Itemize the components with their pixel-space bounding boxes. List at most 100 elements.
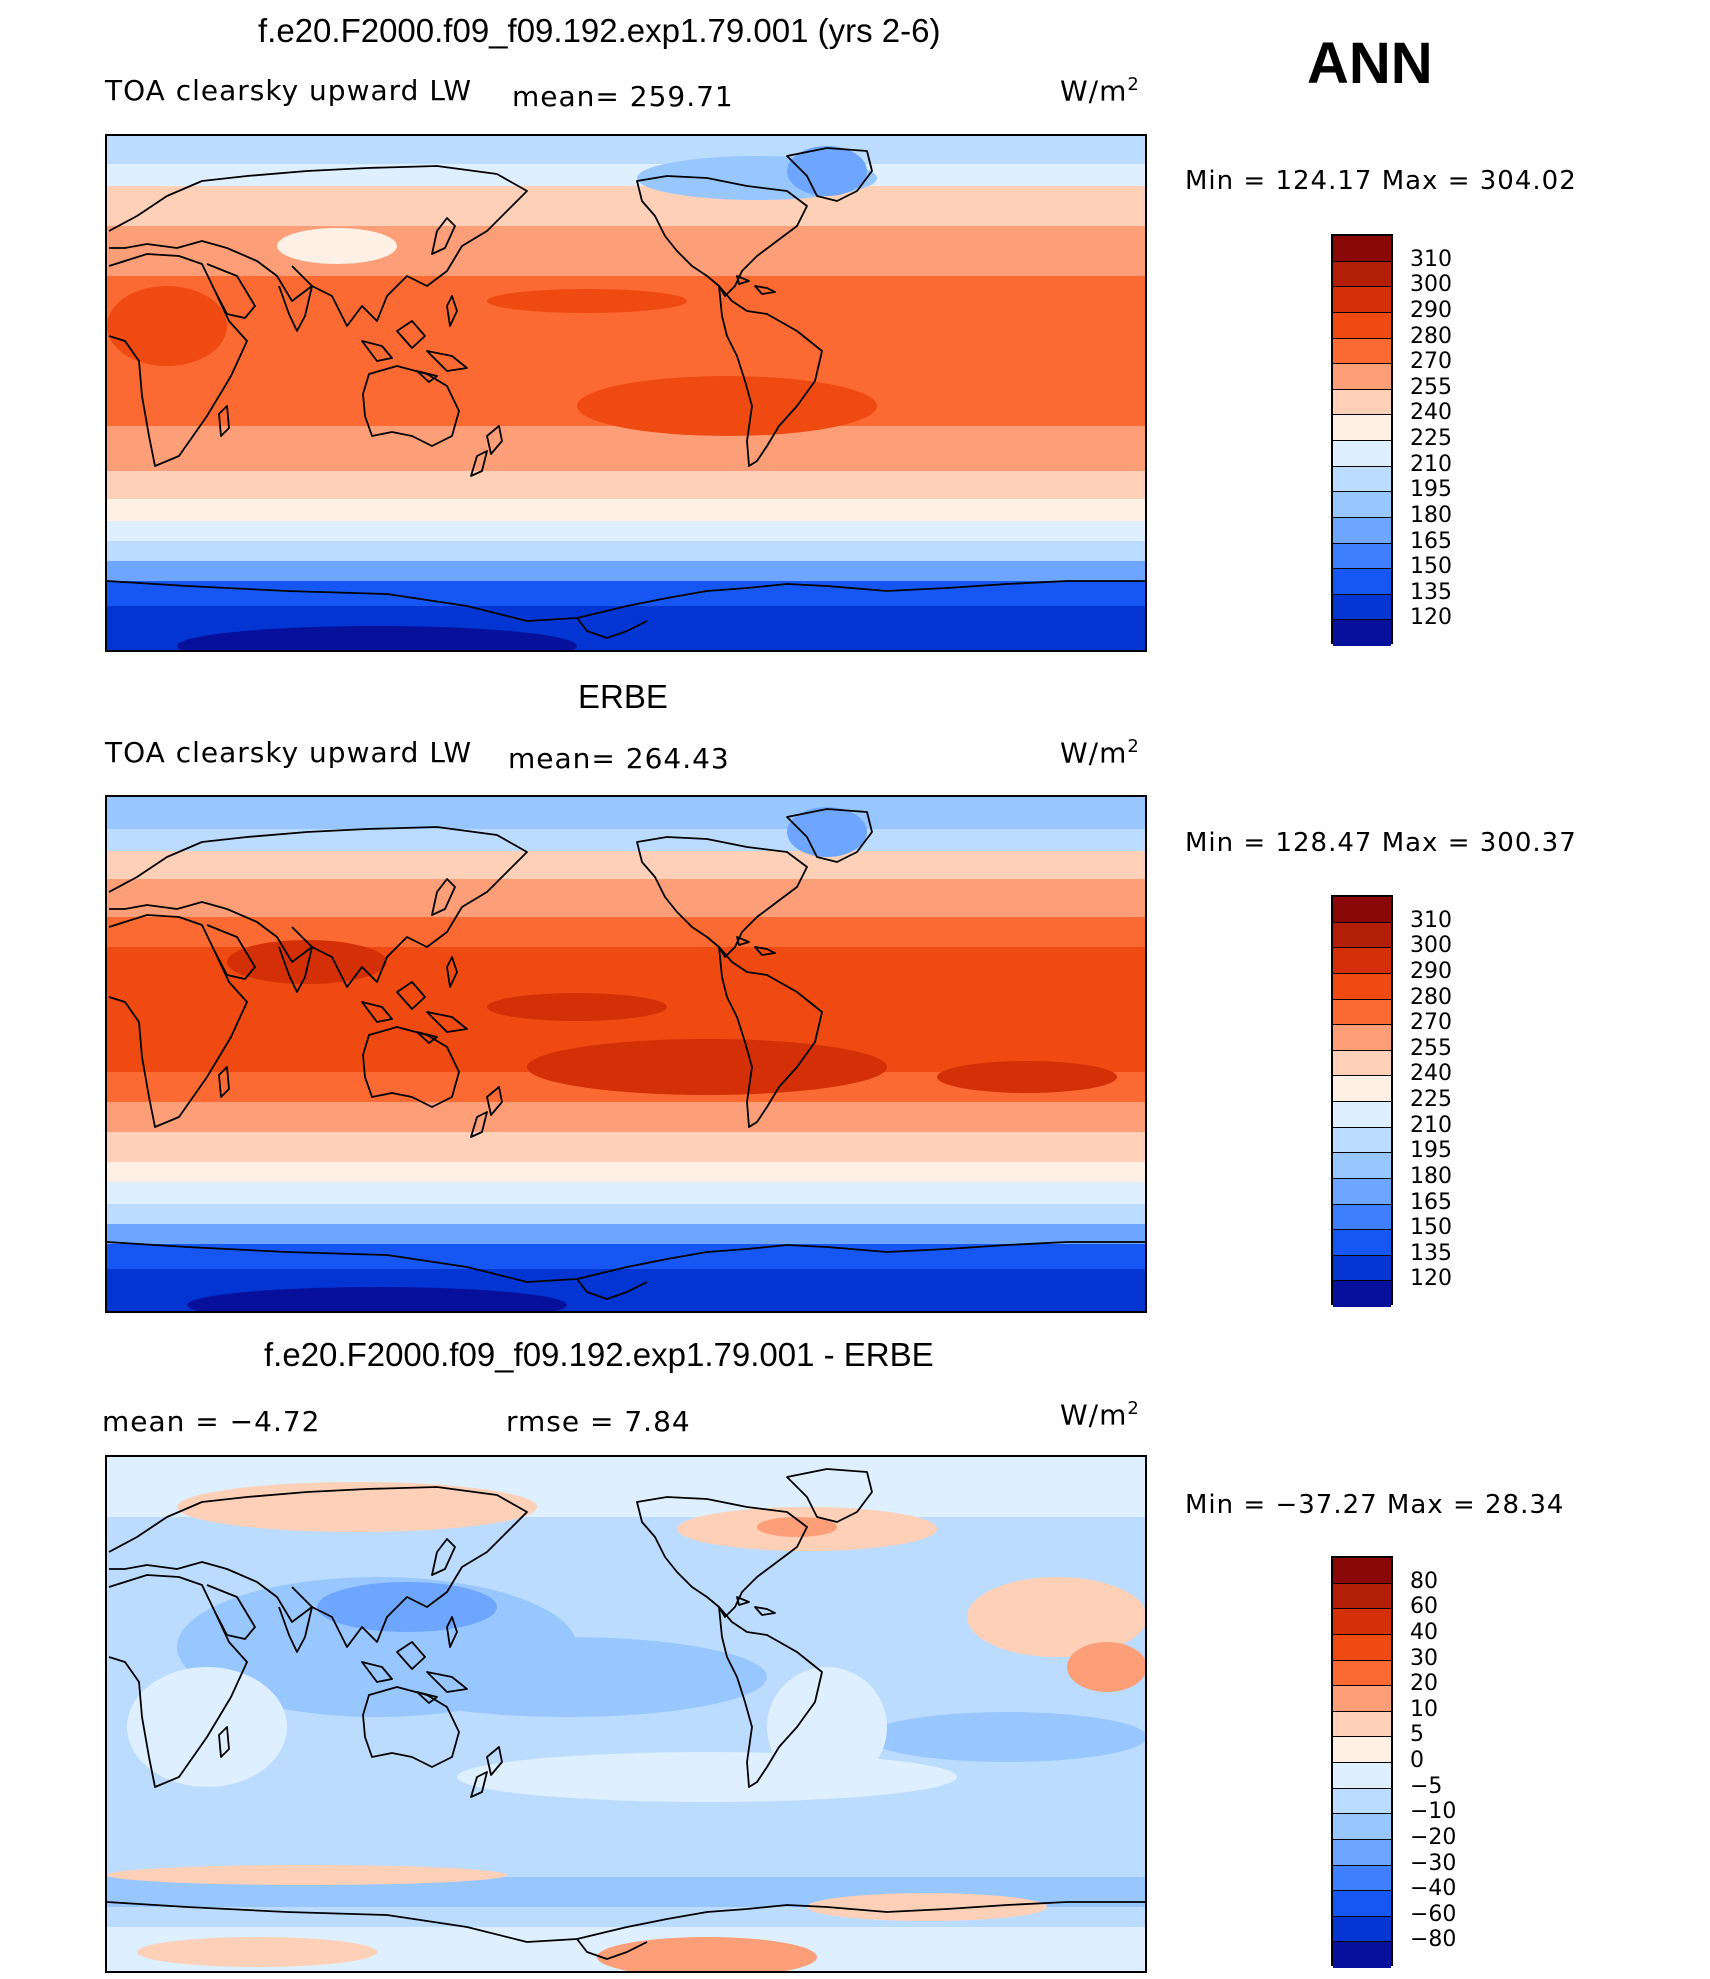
- season-label: ANN: [1307, 31, 1433, 96]
- panel-2-map: [105, 795, 1147, 1313]
- colorbar-tick-label: 120: [1410, 605, 1452, 631]
- panel-2-mean-label: mean= 264.43: [508, 742, 730, 775]
- colorbar-tick-label: 80: [1410, 1568, 1438, 1594]
- colorbar-segment: [1333, 569, 1391, 595]
- colorbar-segment: [1333, 1660, 1391, 1687]
- colorbar-segment: [1333, 338, 1391, 365]
- colorbar-segment: [1333, 1686, 1391, 1712]
- colorbar-segment: [1333, 1050, 1391, 1077]
- panel-1-title: f.e20.F2000.f09_f09.192.exp1.79.001 (yrs…: [258, 12, 941, 49]
- colorbar-tick-label: 270: [1410, 1010, 1452, 1036]
- colorbar-segment: [1333, 1558, 1391, 1584]
- colorbar-segment: [1333, 364, 1391, 390]
- panel-3-min-max: Min = −37.27 Max = 28.34: [1185, 1490, 1565, 1520]
- colorbar-tick-label: 135: [1410, 579, 1452, 605]
- colorbar-tick-label: 290: [1410, 958, 1452, 984]
- colorbar-segment: [1333, 620, 1391, 646]
- colorbar-segment: [1333, 312, 1391, 339]
- colorbar-segment: [1333, 415, 1391, 441]
- panel-3-title: f.e20.F2000.f09_f09.192.exp1.79.001 - ER…: [264, 1336, 934, 1373]
- colorbar-tick-label: 5: [1410, 1722, 1424, 1748]
- colorbar-tick-label: −60: [1410, 1901, 1457, 1927]
- colorbar-segment: [1333, 1102, 1391, 1128]
- colorbar-segment: [1333, 1281, 1391, 1307]
- colorbar-segment: [1333, 466, 1391, 493]
- colorbar-segment: [1333, 1255, 1391, 1282]
- colorbar-tick-label: 280: [1410, 323, 1452, 349]
- colorbar-segment: [1333, 1839, 1391, 1866]
- colorbar-segment: [1333, 1916, 1391, 1943]
- colorbar-tick-label: 40: [1410, 1619, 1438, 1645]
- colorbar-tick-label: 0: [1410, 1748, 1424, 1773]
- panel-2-min-max: Min = 128.47 Max = 300.37: [1185, 828, 1577, 858]
- panel-3-colorbar: [1331, 1556, 1393, 1968]
- colorbar-tick-label: 195: [1410, 477, 1452, 503]
- colorbar-segment: [1333, 594, 1391, 621]
- colorbar-tick-label: 270: [1410, 349, 1452, 375]
- colorbar-segment: [1333, 1814, 1391, 1840]
- colorbar-segment: [1333, 287, 1391, 313]
- panel-3-rmse-label: rmse = 7.84: [506, 1405, 691, 1438]
- panel-2-colorbar: [1331, 895, 1393, 1307]
- colorbar-tick-label: 225: [1410, 1087, 1452, 1112]
- colorbar-segment: [1333, 441, 1391, 467]
- colorbar-segment: [1333, 1942, 1391, 1968]
- colorbar-segment: [1333, 389, 1391, 416]
- panel-1-mean-label: mean= 259.71: [512, 80, 734, 113]
- panel-2-title: ERBE: [578, 678, 668, 715]
- colorbar-tick-label: 300: [1410, 272, 1452, 298]
- colorbar-segment: [1333, 973, 1391, 1000]
- colorbar-segment: [1333, 1153, 1391, 1179]
- colorbar-tick-label: 60: [1410, 1594, 1438, 1620]
- colorbar-segment: [1333, 1891, 1391, 1917]
- colorbar-tick-label: 300: [1410, 933, 1452, 959]
- colorbar-segment: [1333, 1204, 1391, 1231]
- colorbar-tick-label: 240: [1410, 400, 1452, 426]
- colorbar-segment: [1333, 999, 1391, 1026]
- colorbar-tick-label: 20: [1410, 1671, 1438, 1697]
- colorbar-segment: [1333, 517, 1391, 544]
- colorbar-tick-label: 30: [1410, 1645, 1438, 1671]
- colorbar-tick-label: −10: [1410, 1799, 1457, 1825]
- colorbar-tick-label: 165: [1410, 1189, 1452, 1215]
- colorbar-tick-label: −20: [1410, 1824, 1457, 1850]
- panel-3-map: [105, 1455, 1147, 1973]
- colorbar-segment: [1333, 1025, 1391, 1051]
- colorbar-tick-label: 150: [1410, 1215, 1452, 1241]
- colorbar-tick-label: 225: [1410, 426, 1452, 451]
- panel-1-min-max: Min = 124.17 Max = 304.02: [1185, 166, 1577, 196]
- colorbar-tick-label: 255: [1410, 374, 1452, 400]
- colorbar-segment: [1333, 1127, 1391, 1154]
- colorbar-tick-label: 210: [1410, 1112, 1452, 1138]
- colorbar-segment: [1333, 1865, 1391, 1892]
- panel-2-variable-label: TOA clearsky upward LW: [105, 736, 473, 769]
- colorbar-segment: [1333, 1711, 1391, 1738]
- panel-1-map: [105, 134, 1147, 652]
- panel-1-colorbar: [1331, 234, 1393, 646]
- colorbar-tick-label: −40: [1410, 1876, 1457, 1902]
- colorbar-segment: [1333, 1076, 1391, 1102]
- colorbar-tick-label: 180: [1410, 1163, 1452, 1189]
- colorbar-tick-label: 135: [1410, 1240, 1452, 1266]
- colorbar-tick-label: 280: [1410, 984, 1452, 1010]
- colorbar-tick-label: 290: [1410, 297, 1452, 323]
- panel-1-units: W/m2: [1060, 74, 1140, 108]
- colorbar-segment: [1333, 922, 1391, 949]
- colorbar-tick-label: −30: [1410, 1850, 1457, 1876]
- colorbar-tick-label: −80: [1410, 1927, 1457, 1953]
- colorbar-segment: [1333, 1178, 1391, 1205]
- colorbar-segment: [1333, 492, 1391, 518]
- colorbar-segment: [1333, 1788, 1391, 1815]
- colorbar-tick-label: 150: [1410, 554, 1452, 580]
- panel-1-variable-label: TOA clearsky upward LW: [105, 74, 473, 107]
- colorbar-tick-label: 180: [1410, 502, 1452, 528]
- panel-3-units: W/m2: [1060, 1398, 1140, 1432]
- colorbar-segment: [1333, 236, 1391, 262]
- panel-3-mean-label: mean = −4.72: [102, 1405, 321, 1438]
- colorbar-tick-label: 255: [1410, 1035, 1452, 1061]
- colorbar-tick-label: 240: [1410, 1061, 1452, 1087]
- colorbar-tick-label: 195: [1410, 1138, 1452, 1164]
- colorbar-tick-label: 210: [1410, 451, 1452, 477]
- colorbar-segment: [1333, 261, 1391, 288]
- colorbar-tick-label: 310: [1410, 907, 1452, 933]
